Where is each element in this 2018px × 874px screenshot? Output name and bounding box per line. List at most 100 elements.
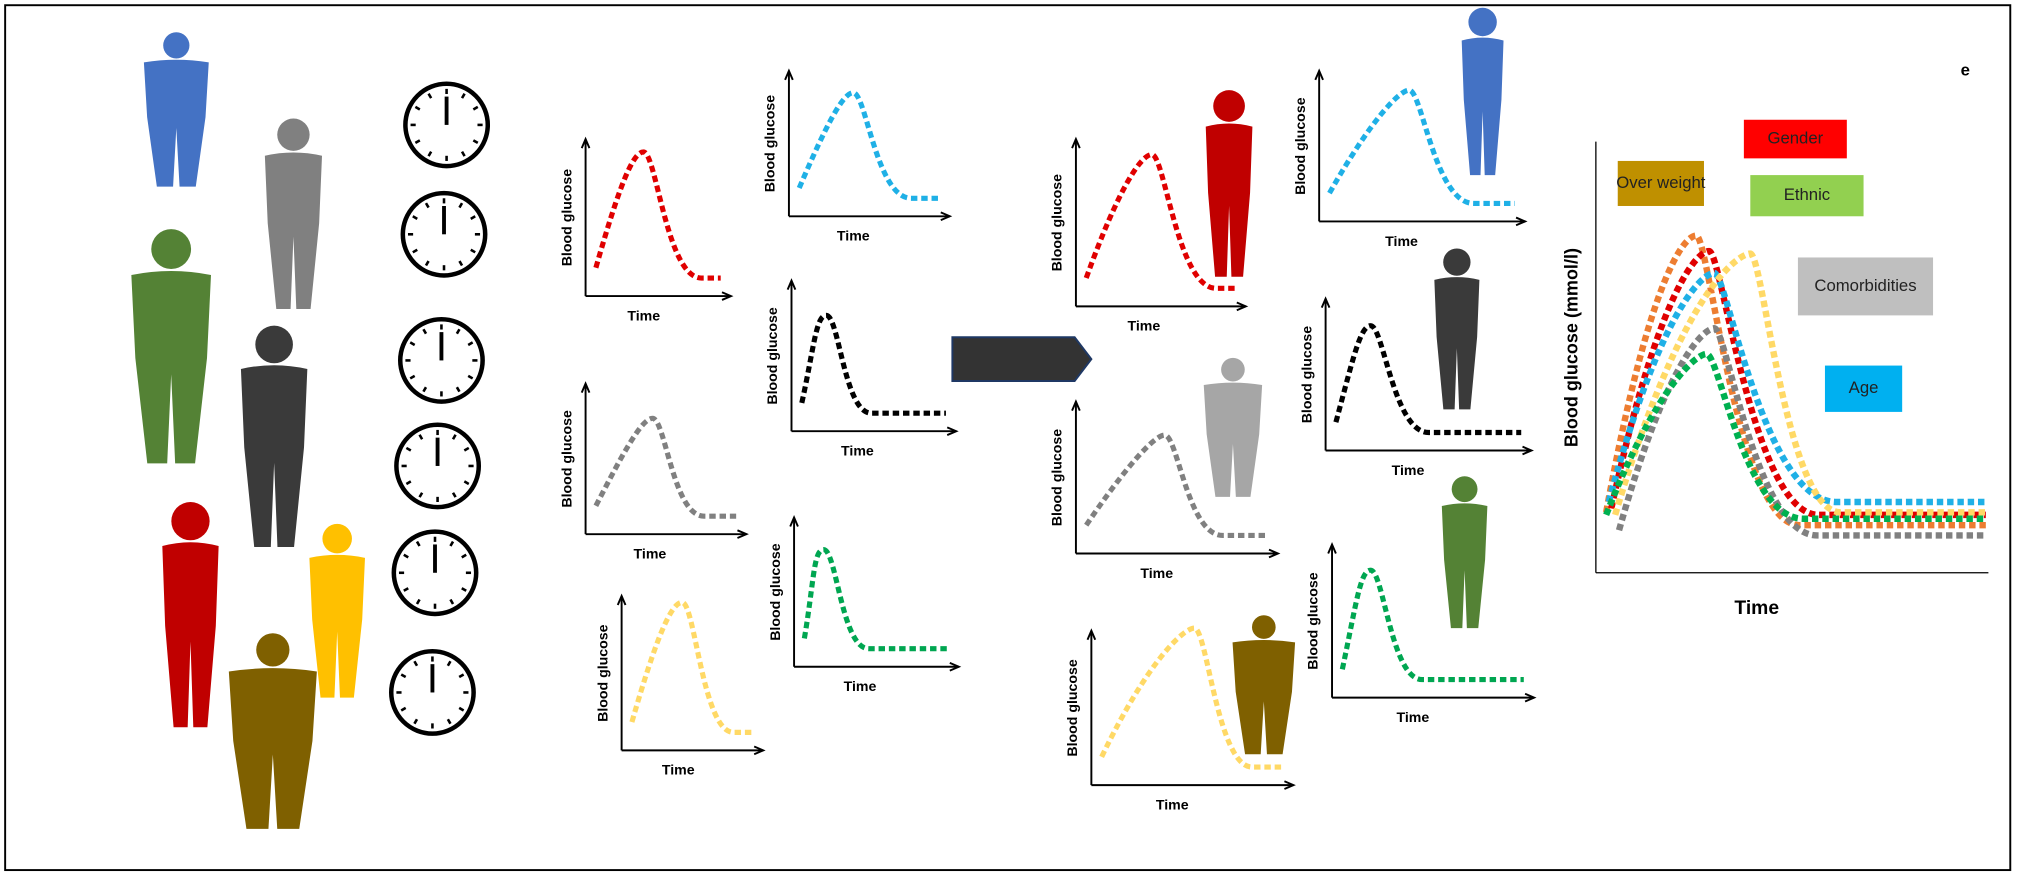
clock-tick [449,598,455,605]
y-axis-label: Blood glucose [1064,659,1080,757]
person-body [131,270,211,464]
clock-tick [422,386,428,393]
clock-tick [463,480,470,486]
axis-arrow [1236,301,1249,312]
axis-arrow [784,68,794,81]
x-axis-label: Time [1140,565,1173,581]
axis-arrow [1086,628,1097,641]
axis-arrow [1327,542,1337,554]
clock-tick [446,660,452,667]
person-body [1205,123,1253,277]
axis-arrow [949,661,962,672]
x-axis-label: Time [1392,462,1425,478]
y-axis-label: Blood glucose [1049,429,1065,527]
person-body [143,59,209,187]
clock-tick [415,540,421,547]
axis-arrow [616,593,627,606]
clock-tick [409,374,416,380]
clock-tick [413,718,419,725]
axis-arrow [786,278,797,291]
axis-arrow [1524,692,1537,703]
clock-tick [472,105,479,111]
clock-tick [470,248,476,254]
glucose-curve [1608,247,1986,519]
clock-tick [463,446,470,452]
clock-tick [403,553,409,559]
person-head [1468,7,1497,37]
glucose-curve [1603,350,1986,522]
x-axis-label: Time [1734,598,1779,619]
person-body [1461,37,1504,176]
glucose-curve [799,312,946,416]
clock-tick [424,202,430,209]
clock-tick [427,93,433,99]
x-axis-label: Time [662,762,695,778]
clock-tick [414,139,421,145]
clock-tick [415,598,421,605]
glucose-curve [801,547,949,652]
clock-tick [400,673,407,679]
clock-tick [460,151,466,157]
clock-tick [412,215,418,220]
glucose-curve [593,415,737,519]
person-head [1221,357,1245,382]
factor-box [1750,175,1864,217]
person-head [1451,476,1478,503]
clock-tick [467,341,474,347]
y-axis-label: Blood glucose [1305,572,1321,670]
x-axis-label: Time [841,443,874,459]
person-body [309,554,365,698]
factor-label: Age [1849,378,1879,397]
person-body [1441,503,1488,629]
person-head [171,501,210,541]
clock [398,316,485,404]
x-axis-label: Time [1385,233,1418,249]
glucose-curve [593,149,721,281]
clock-tick [455,386,461,393]
person-head [255,325,293,364]
factor-label: Ethnic [1784,185,1830,204]
person-head [163,32,190,59]
axis-arrow [721,291,734,301]
clock-tick [418,492,424,498]
axis-arrow [1522,445,1534,456]
clock [391,529,479,617]
factor-label: Over weight [1616,173,1706,192]
y-axis-label: Blood glucose (mmol/l) [1561,248,1581,447]
glucose-curve [629,599,753,735]
axis-arrow [1515,216,1528,227]
factor-box [1797,257,1934,316]
clock-tick [400,706,407,712]
y-axis-label: Blood glucose [1292,97,1308,195]
axis-arrow [753,745,766,756]
x-axis-label: Time [634,545,667,561]
y-axis-label: Blood glucose [594,624,610,722]
y-axis-label: Blood glucose [764,307,780,405]
person-head [277,118,310,151]
x-axis-label: Time [837,228,870,244]
clock-tick [458,673,465,679]
person-body [162,542,219,728]
x-axis-label: Time [627,307,660,323]
axis-arrow [737,529,749,539]
person-body [264,152,323,309]
glucose-curve [1084,432,1268,539]
x-axis-label: Time [1128,318,1161,334]
axis-arrow [789,514,799,527]
person-body [1232,640,1296,755]
clock-tick [424,260,430,267]
person-body [1434,277,1480,410]
y-axis-label: Blood glucose [558,169,574,267]
clock-tick [451,492,457,498]
frame [4,4,2012,872]
person-head [151,229,192,269]
axis-arrow [1284,780,1296,790]
glucose-curve [1099,625,1284,770]
x-axis-label: Time [844,678,877,694]
axis-arrow [1314,68,1324,81]
clock-tick [409,341,416,347]
clock-tick [460,93,466,99]
glucose-curve [796,90,940,201]
axis-arrow [946,426,959,436]
